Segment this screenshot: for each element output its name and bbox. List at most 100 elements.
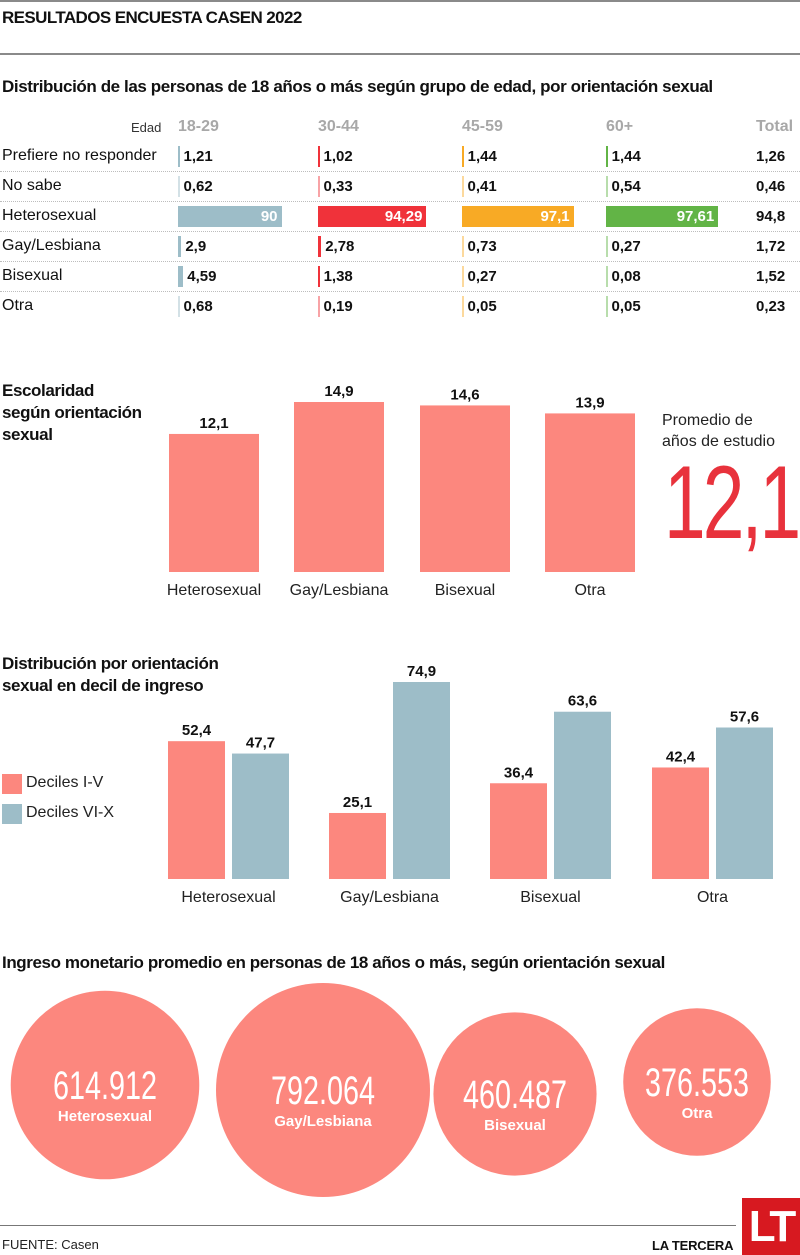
value-bar — [606, 296, 608, 317]
la-tercera-logo: LT — [742, 1198, 800, 1255]
category-label: Otra — [697, 889, 728, 906]
value-bar — [318, 146, 320, 167]
income-bubble — [10, 990, 200, 1180]
category-label: Bisexual — [520, 889, 580, 906]
column-header: 30-44 — [318, 118, 359, 135]
cell-value: 2,9 — [185, 238, 207, 255]
bar — [393, 682, 450, 879]
bar — [168, 741, 225, 879]
table-row: Heterosexual 90 94,29 97,1 97,61 94,8 — [0, 202, 800, 232]
bar — [554, 711, 611, 879]
age-table: Edad 18-29 30-44 45-59 60+ Total Prefier… — [0, 112, 800, 322]
table-cell: 94,29 — [318, 205, 427, 228]
value-bar — [318, 206, 427, 227]
column-header: 18-29 — [178, 118, 219, 135]
bar — [716, 727, 773, 879]
bubble-label: Otra — [682, 1105, 714, 1122]
value-bar — [318, 236, 322, 257]
row-label: Bisexual — [2, 267, 63, 284]
bar — [490, 783, 547, 879]
average-label-line: años de estudio — [662, 433, 775, 450]
bar — [420, 405, 510, 572]
decil-title: Distribución por orientación sexual en d… — [2, 653, 219, 697]
bar-value-label: 63,6 — [568, 693, 597, 710]
bubble-value: 376.553 — [645, 1061, 749, 1105]
legend-label: Deciles VI-X — [26, 804, 115, 821]
bar-value-label: 13,9 — [575, 394, 604, 411]
total-value: 94,8 — [756, 208, 786, 225]
value-bar — [606, 236, 608, 257]
value-bar — [318, 176, 320, 197]
average-label-line: Promedio de — [662, 412, 753, 429]
table-row: Prefiere no responder 1,21 1,02 1,44 1,44 1,2… — [0, 142, 800, 172]
total-value: 0,23 — [756, 298, 786, 315]
total-value: 1,26 — [756, 148, 786, 165]
cell-value: 0,05 — [467, 298, 497, 315]
cell-value: 1,02 — [323, 148, 353, 165]
category-label: Heterosexual — [167, 582, 261, 599]
cell-value: 0,62 — [183, 178, 213, 195]
decil-title-line: Distribución por orientación — [2, 654, 219, 673]
income-bubble — [433, 1012, 597, 1176]
bubble-label: Gay/Lesbiana — [274, 1113, 372, 1130]
value-bar — [462, 236, 464, 257]
cell-value: 1,38 — [323, 268, 353, 285]
bar — [294, 402, 384, 572]
cell-value: 2,78 — [325, 238, 355, 255]
escolaridad-chart: 12,1 Heterosexual 14,9 Gay/Lesbiana 14,6 Bise… — [167, 383, 635, 599]
value-bar — [606, 266, 608, 287]
cell-value: 1,21 — [183, 148, 213, 165]
value-bar — [606, 176, 608, 197]
bubble-value: 460.487 — [463, 1073, 567, 1117]
value-bar — [462, 206, 574, 227]
table-header-row: Edad 18-29 30-44 45-59 60+ Total — [0, 112, 800, 142]
bar — [545, 413, 635, 572]
cell-value: 0,27 — [611, 238, 641, 255]
cell-value: 0,27 — [467, 268, 497, 285]
total-value: 0,46 — [756, 178, 786, 195]
value-bar — [178, 236, 182, 257]
bar-value-label: 47,7 — [246, 735, 275, 752]
cell-value: 1,44 — [467, 148, 497, 165]
bar-value-label: 14,6 — [450, 386, 479, 403]
bar — [329, 812, 386, 879]
legend-label: Deciles I-V — [26, 774, 104, 791]
table-title: Distribución de las personas de 18 años … — [2, 77, 713, 96]
table-cell: 90 — [178, 205, 282, 228]
value-bar — [606, 206, 719, 227]
table-cell: 97,61 — [606, 205, 719, 228]
legend-swatch-deciles-i-v — [2, 774, 22, 794]
cell-value: 94,29 — [384, 208, 423, 225]
table-row: Bisexual 4,59 1,38 0,27 0,08 1,52 — [0, 262, 800, 292]
value-bar — [462, 296, 464, 317]
escolaridad-title-line: según orientación — [2, 403, 142, 422]
value-bar — [462, 146, 464, 167]
value-bar — [606, 146, 608, 167]
table-cell: 97,1 — [462, 205, 574, 228]
brand-name: LA TERCERA — [652, 1238, 734, 1253]
bar-value-label: 74,9 — [407, 663, 436, 680]
category-label: Gay/Lesbiana — [290, 582, 389, 599]
row-label: Prefiere no responder — [2, 147, 157, 164]
bubble-label: Bisexual — [484, 1117, 546, 1134]
cell-value: 0,41 — [467, 178, 497, 195]
edad-label: Edad — [131, 120, 162, 135]
escolaridad-title: Escolaridad según orientación sexual — [2, 380, 142, 446]
bar-value-label: 52,4 — [182, 722, 212, 739]
value-bar — [178, 266, 184, 287]
escolaridad-title-line: sexual — [2, 425, 53, 444]
cell-value: 1,44 — [611, 148, 641, 165]
row-label: Otra — [2, 297, 34, 314]
value-bar — [318, 266, 320, 287]
table-row: Gay/Lesbiana 2,9 2,78 0,73 0,27 1,72 — [0, 232, 800, 262]
page-title: RESULTADOS ENCUESTA CASEN 2022 — [2, 8, 302, 27]
top-rule — [0, 0, 800, 2]
total-value: 1,72 — [756, 238, 786, 255]
cell-value: 0,54 — [611, 178, 641, 195]
cell-value: 0,33 — [323, 178, 353, 195]
value-bar — [462, 176, 464, 197]
bar-value-label: 57,6 — [730, 709, 759, 726]
decil-title-line: sexual en decil de ingreso — [2, 676, 204, 695]
legend-swatch-deciles-vi-x — [2, 804, 22, 824]
